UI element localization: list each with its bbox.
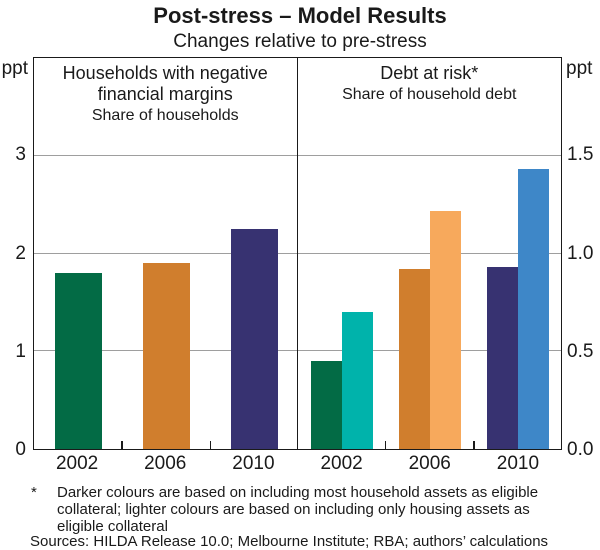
- category-label: 2010: [232, 453, 275, 474]
- right-panel-header: Debt at risk* Share of household debt: [298, 63, 562, 105]
- bar-2002: [54, 273, 102, 449]
- y-axis-label: 1: [15, 340, 26, 362]
- gridline: [297, 252, 561, 254]
- gridline: [34, 252, 297, 254]
- bar-2006-darker: [398, 269, 430, 449]
- y-axis-label: 0.5: [567, 340, 594, 362]
- bar-2010-lighter: [517, 169, 549, 449]
- y-axis-label: 3: [15, 144, 26, 166]
- category-label: 2006: [408, 453, 451, 474]
- left-panel-bars: [34, 58, 297, 449]
- y-axis-label: 1.5: [567, 144, 594, 166]
- plot-area: Households with negative financial margi…: [33, 57, 562, 450]
- footnote-text: Darker colours are based on including mo…: [57, 484, 539, 535]
- y-axis-label: 0: [15, 439, 26, 460]
- bar-2006-lighter: [429, 210, 461, 449]
- bar-2002-lighter: [341, 312, 373, 449]
- left-panel-header: Households with negative financial margi…: [34, 63, 297, 126]
- gridline: [297, 154, 561, 156]
- right-panel-bars: [297, 58, 561, 449]
- right-panel-title: Debt at risk*: [380, 63, 479, 83]
- category-label: 2010: [496, 453, 540, 474]
- left-panel-title: Households with negative financial margi…: [62, 63, 268, 104]
- category-tick: [384, 441, 387, 449]
- gridline: [34, 154, 297, 156]
- category-tick: [473, 441, 475, 449]
- category-tick: [209, 441, 212, 449]
- bar-2002-darker: [310, 361, 342, 449]
- right-panel-subtitle: Share of household debt: [342, 86, 517, 103]
- y-axis-label: 2: [15, 242, 26, 264]
- right-panel: Debt at risk* Share of household debt: [297, 58, 562, 449]
- chart-subtitle: Changes relative to pre-stress: [173, 31, 427, 52]
- left-axis-unit-label: ppt: [1, 58, 28, 79]
- bar-2006: [142, 263, 190, 449]
- right-axis-unit-label: ppt: [566, 58, 593, 79]
- category-label: 2002: [55, 453, 99, 474]
- left-panel: Households with negative financial margi…: [34, 58, 298, 449]
- chart-title: Post-stress – Model Results: [153, 3, 447, 28]
- bar-2010: [230, 229, 278, 449]
- y-axis-label: 0.0: [567, 439, 594, 460]
- footnote-marker: *: [31, 484, 37, 501]
- sources-line: Sources: HILDA Release 10.0; Melbourne I…: [30, 533, 549, 550]
- category-label: 2006: [144, 453, 187, 474]
- category-tick: [121, 441, 123, 449]
- bar-2010-darker: [486, 267, 518, 449]
- left-panel-subtitle: Share of households: [91, 107, 239, 124]
- category-label: 2002: [320, 453, 363, 474]
- y-axis-label: 1.0: [567, 242, 594, 264]
